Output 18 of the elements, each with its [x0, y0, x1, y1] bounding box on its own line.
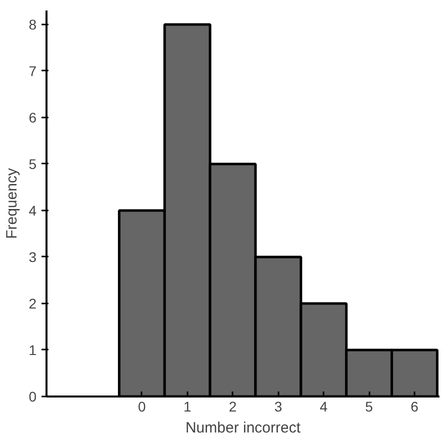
y-axis-title: Frequency: [4, 168, 21, 239]
y-tick-label: 4: [28, 202, 37, 218]
x-tick-label: 4: [320, 398, 328, 414]
x-axis-title: Number incorrect: [185, 420, 302, 436]
y-tick-label: 7: [28, 62, 37, 79]
y-tick-label: 2: [28, 295, 37, 312]
x-tick-label: 5: [365, 398, 374, 414]
y-tick-label: 8: [28, 16, 37, 32]
y-tick-label: 5: [28, 156, 37, 172]
x-tick-label: 2: [228, 398, 237, 414]
y-tick-label: 1: [28, 342, 37, 358]
x-tick-label: 3: [274, 398, 282, 414]
y-tick-label: 3: [28, 248, 37, 265]
x-tick-label: 6: [410, 398, 419, 414]
x-tick-label: 0: [138, 398, 146, 414]
y-tick-label: 0: [28, 388, 37, 404]
x-tick-label: 1: [183, 398, 192, 414]
y-tick-label: 6: [28, 109, 37, 126]
